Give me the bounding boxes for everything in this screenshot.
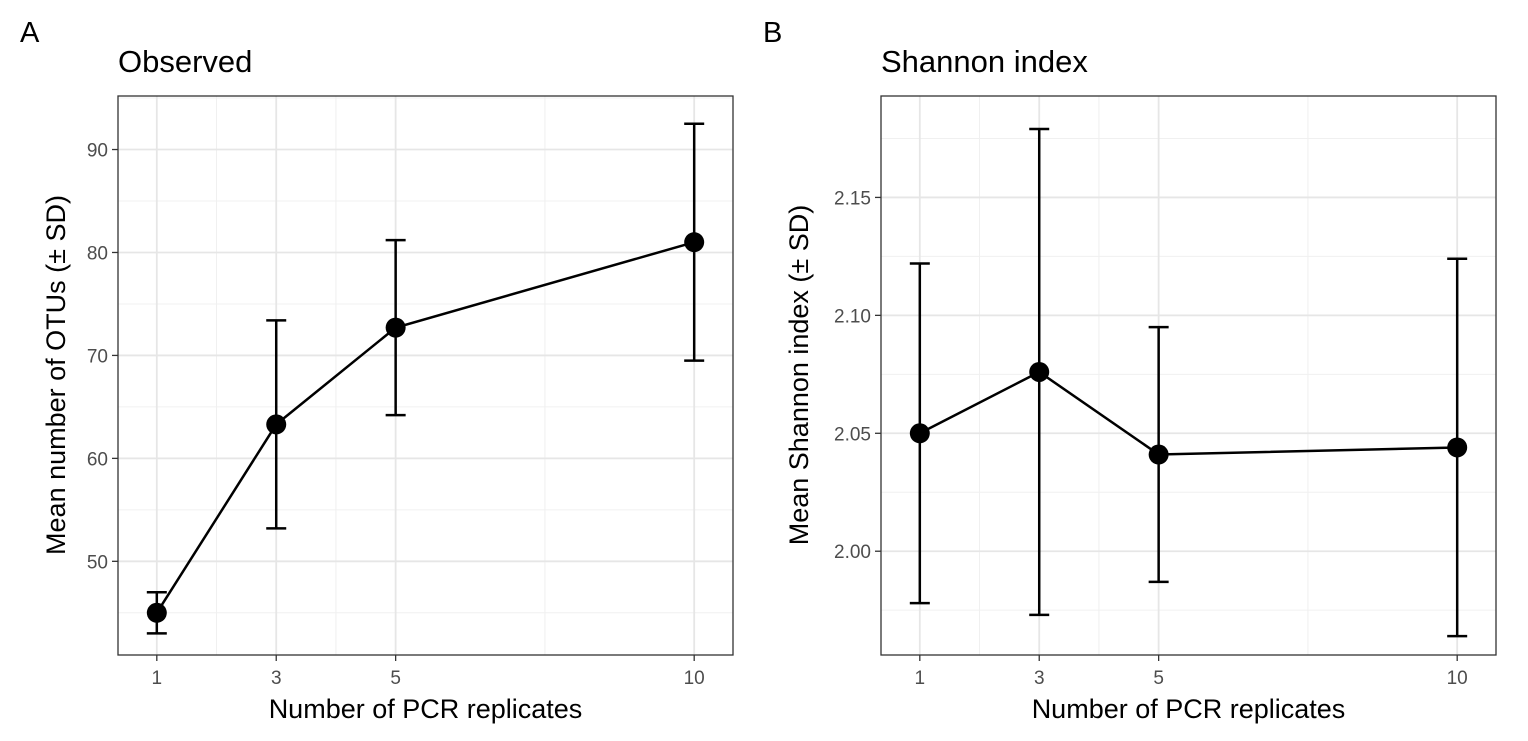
plot-background-a [118,96,733,655]
panel-title: Observed [118,44,252,79]
x-tick-label: 5 [390,668,401,689]
y-tick-label: 50 [87,552,108,573]
series-line [919,370,1458,456]
panel-tag: A [20,17,40,49]
y-tick-label: 90 [87,141,108,162]
panel-tag: B [763,17,782,49]
y-axis-label: Mean number of OTUs (± SD) [41,195,71,555]
data-point [146,602,167,623]
series-line [155,240,695,614]
y-axis-label: Mean Shannon index (± SD) [784,205,814,546]
x-tick-label: 3 [1034,668,1045,689]
x-tick-label: 1 [915,668,926,689]
x-axis-label: Number of PCR replicates [269,694,583,724]
data-point [1029,361,1050,382]
y-tick-label: 2.15 [834,188,871,209]
x-tick-label: 10 [684,668,705,689]
y-tick-label: 2.00 [834,542,871,563]
panel-title: Shannon index [881,44,1088,79]
data-point [266,414,287,435]
y-tick-label: 60 [87,449,108,470]
y-tick-label: 2.05 [834,424,871,445]
y-tick-label: 2.10 [834,306,871,327]
panel-border [880,95,1497,656]
x-tick-label: 10 [1447,668,1468,689]
x-axis-label: Number of PCR replicates [1032,694,1346,724]
data-point [1148,444,1169,465]
panel-border [117,95,734,656]
x-tick-label: 5 [1153,668,1164,689]
y-tick-label: 80 [87,243,108,264]
x-tick-label: 1 [152,668,163,689]
data-point [385,317,406,338]
data-point [1447,437,1468,458]
x-tick-label: 3 [271,668,282,689]
plot-background-b [881,96,1496,655]
data-point [909,423,930,444]
y-tick-label: 70 [87,346,108,367]
data-point [684,232,705,253]
